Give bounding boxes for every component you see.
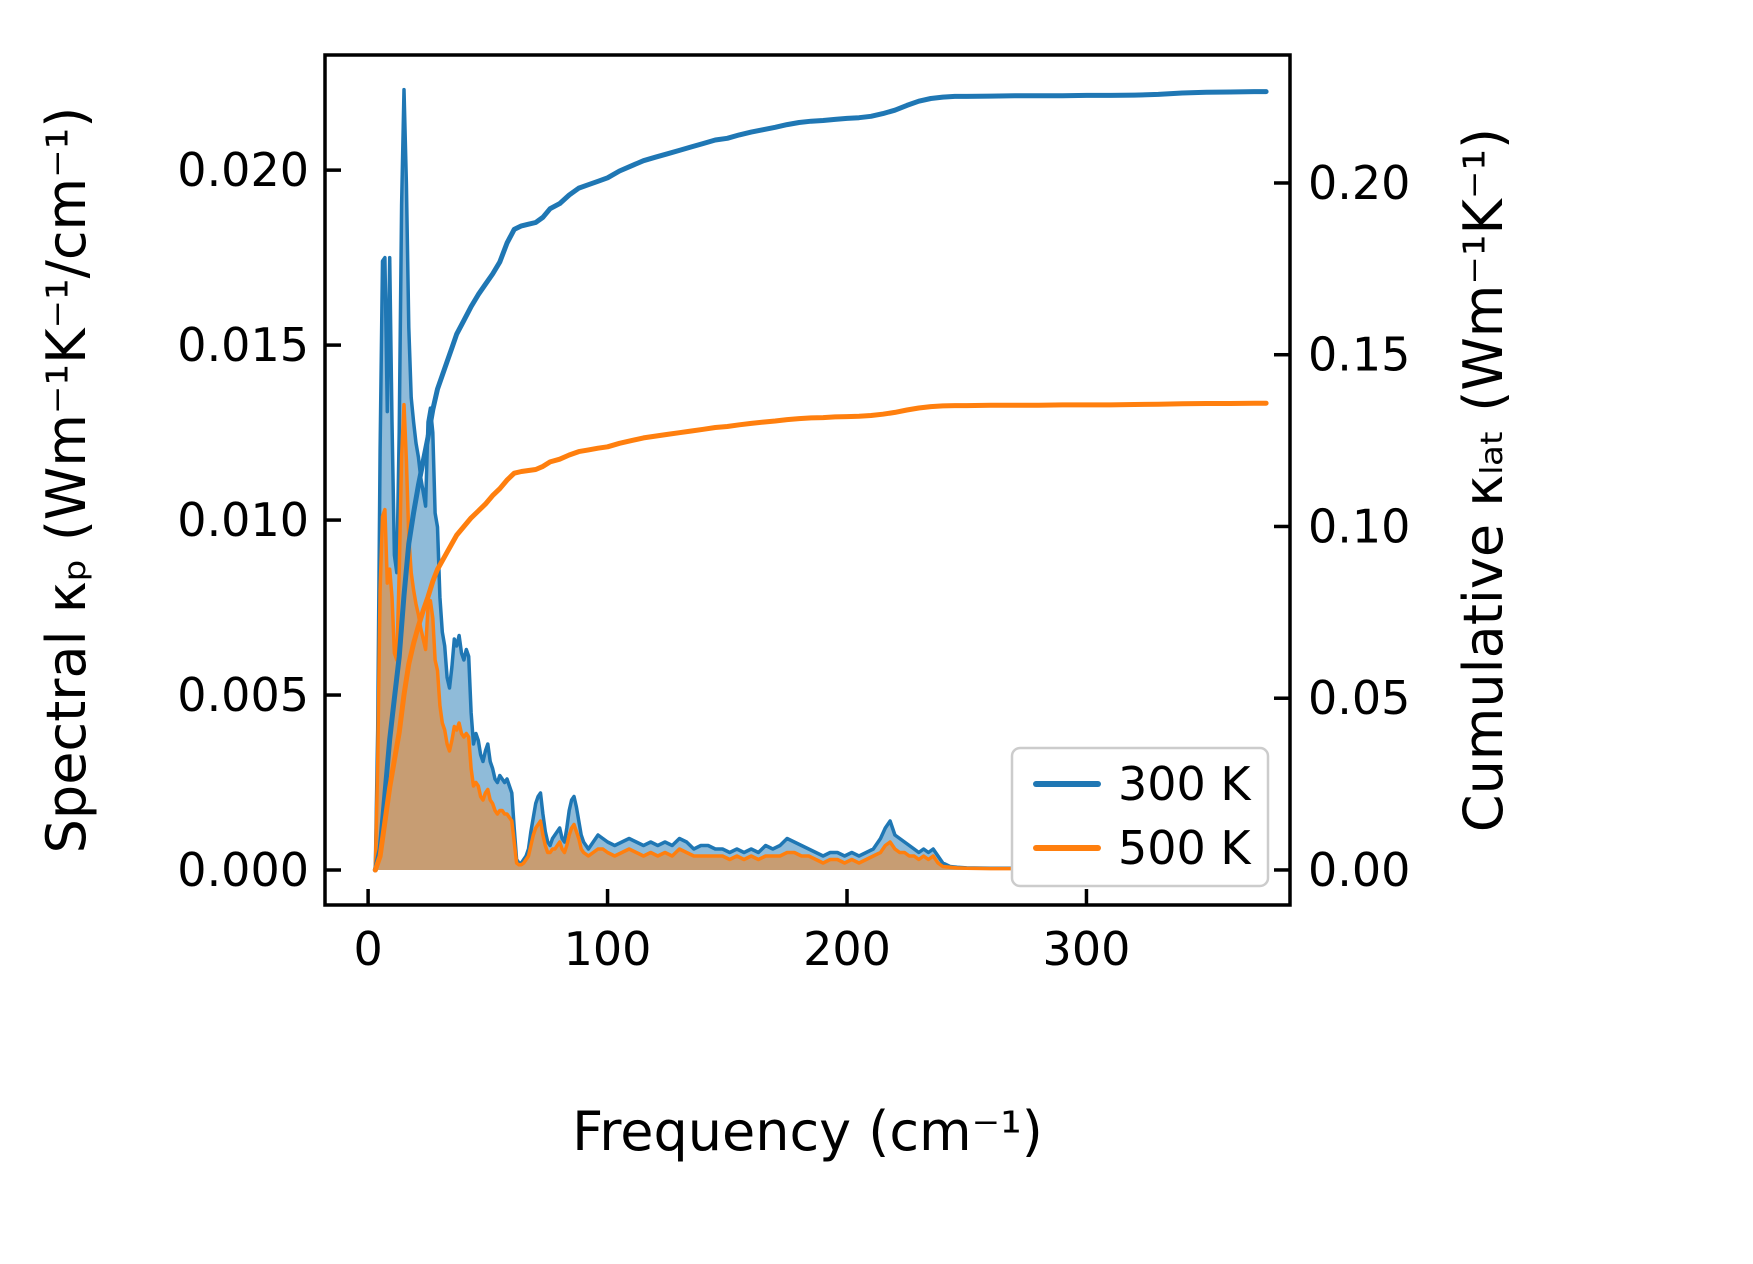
y-axis-left: 0.000 0.005 0.010 0.015 0.020	[177, 143, 341, 897]
y-left-tick-label: 0.000	[177, 843, 309, 897]
x-tick-label: 100	[564, 922, 652, 976]
axes-spines	[323, 53, 1292, 907]
legend: 300 K 500 K	[1010, 746, 1270, 888]
legend-label: 300 K	[1118, 757, 1252, 811]
y-right-tick-label: 0.05	[1308, 671, 1410, 725]
y-right-tick-label: 0.15	[1308, 328, 1410, 382]
y-left-tick-label: 0.015	[177, 318, 309, 372]
series-cumulative-500-k	[372, 400, 1269, 873]
x-tick-label: 200	[803, 922, 891, 976]
legend-label: 500 K	[1118, 821, 1252, 875]
y-right-tick-label: 0.20	[1308, 156, 1410, 210]
series-cumulative-300-k	[372, 89, 1269, 873]
series-spectral-500-k	[373, 402, 1267, 871]
x-axis-label: Frequency (cm⁻¹)	[572, 1100, 1043, 1163]
y-left-tick-label: 0.020	[177, 143, 309, 197]
y-left-tick-label: 0.010	[177, 493, 309, 547]
x-tick-label: 0	[353, 922, 382, 976]
x-axis: 0 100 200 300	[353, 889, 1130, 976]
y-left-tick-label: 0.005	[177, 668, 309, 722]
y-right-tick-label: 0.00	[1308, 843, 1410, 897]
y-axis-right: 0.00 0.05 0.10 0.15 0.20	[1274, 156, 1410, 897]
x-tick-label: 300	[1043, 922, 1131, 976]
y-left-axis-label: Spectral κₚ (Wm⁻¹K⁻¹/cm⁻¹)	[35, 107, 98, 854]
y-right-tick-label: 0.10	[1308, 499, 1410, 553]
y-right-axis-label: Cumulative κₗₐₜ (Wm⁻¹K⁻¹)	[1452, 128, 1515, 832]
